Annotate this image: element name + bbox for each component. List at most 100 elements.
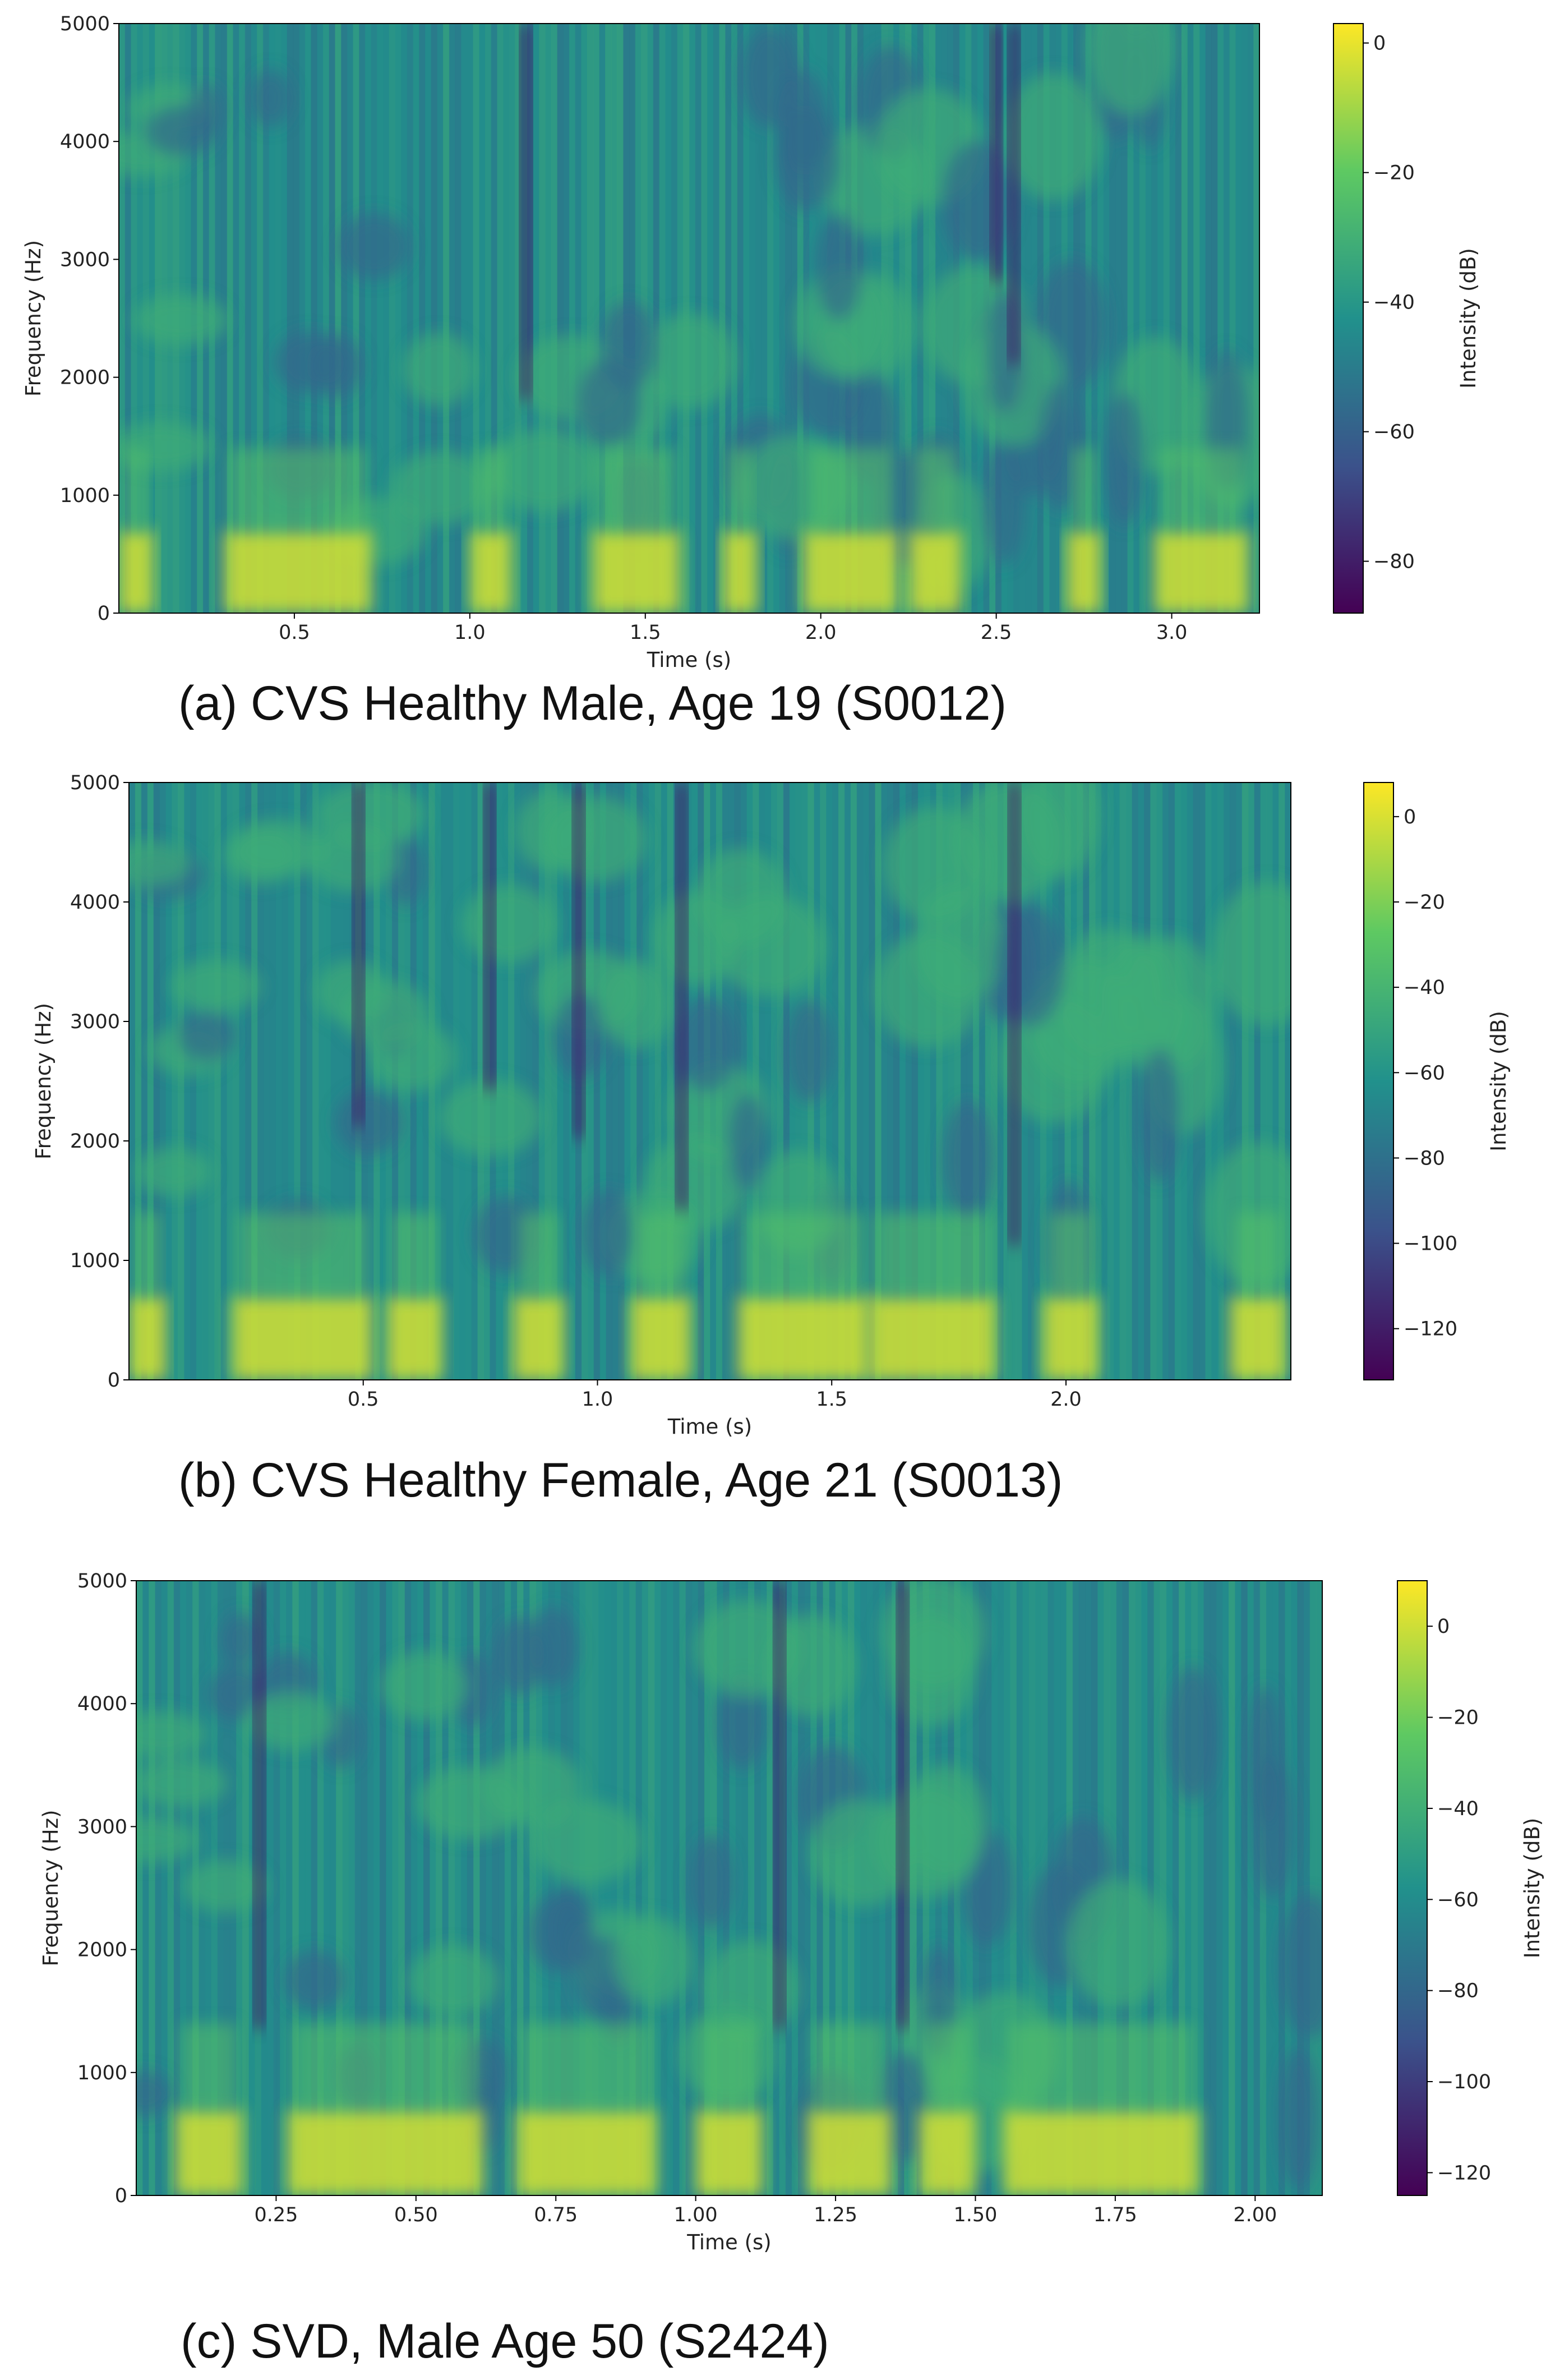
spectrogram-column: [172, 782, 178, 1380]
formant-region: [1277, 2046, 1319, 2191]
spectrogram-column: [1235, 24, 1242, 613]
spectrogram-column: [773, 24, 780, 613]
voiced-harmonic: [522, 2023, 651, 2110]
spectrogram-column: [1197, 1581, 1205, 2195]
spectrogram-column: [1125, 782, 1133, 1380]
spectrogram-column: [881, 782, 888, 1380]
spectrogram-column: [936, 782, 943, 1380]
formant-region: [1004, 72, 1102, 201]
x-axis: 0.5 1.0 1.5 2.0: [348, 1380, 1082, 1411]
spectrogram-column: [336, 1581, 343, 2195]
formant-region: [246, 1692, 336, 1751]
spectrogram-column: [119, 24, 126, 613]
silence-band: [991, 24, 1002, 282]
spectrogram-column: [233, 24, 239, 613]
spectrogram-column: [504, 1581, 511, 2195]
voiced-harmonic: [392, 1212, 437, 1296]
plot-frame: [118, 23, 1260, 614]
spectrogram-column: [281, 24, 288, 613]
spectrogram-column: [579, 1581, 587, 2195]
spectrogram-column: [741, 1581, 749, 2195]
spectrogram-column: [449, 24, 456, 613]
x-tick-label: 1.5: [816, 1388, 847, 1411]
spectrogram-column: [856, 782, 864, 1380]
spectrogram-column: [312, 782, 319, 1380]
y-tick-label: 0: [98, 602, 110, 625]
plot-frame: [128, 782, 1291, 1380]
formant-region: [1068, 1879, 1169, 2008]
voiced-segment: [908, 530, 962, 613]
y-axis-label: Frequency (Hz): [21, 240, 45, 397]
spectrogram-column: [991, 782, 998, 1380]
spectrogram-chart-b: 0.5 1.0 1.5 2.0 Time (s) 0 1000 2000 3000 4000 500…: [31, 772, 1511, 1439]
x-axis: 0.5 1.0 1.5 2.0 2.5 3.0: [279, 613, 1187, 644]
spectrogram-chart-a: 0.5 1.0 1.5 2.0 2.5 3.0 Time (s) 0 1000 2000 3000 4…: [21, 13, 1480, 672]
formant-region: [207, 1667, 267, 1721]
colorbar: 0 −20 −40 −60 −80 Intensity (dB): [1333, 23, 1480, 614]
voiced-segment: [287, 2109, 483, 2195]
formant-region: [717, 1673, 767, 1770]
y-tick-label: 1000: [77, 2062, 127, 2084]
formant-region: [576, 358, 642, 448]
x-tick-label: 1.25: [814, 2204, 857, 2226]
spectrogram-column: [407, 24, 414, 613]
y-tick-label: 3000: [77, 1816, 127, 1838]
voiced-segment: [592, 530, 681, 613]
x-tick-label: 0.50: [394, 2204, 438, 2226]
spectrogram-column: [598, 1581, 605, 2195]
spectrogram-column: [1028, 1581, 1036, 2195]
voiced-segment: [919, 2109, 976, 2195]
formant-region: [284, 1950, 345, 2011]
spectrogram-column: [1163, 24, 1170, 613]
x-axis-label: Time (s): [686, 2230, 771, 2254]
spectrogram-column: [257, 24, 264, 613]
spectrogram-column: [431, 24, 437, 613]
formant-region: [335, 1089, 402, 1156]
formant-region: [943, 1101, 993, 1219]
spectrogram-column: [1138, 782, 1144, 1380]
colorbar-tick-label: −120: [1404, 1318, 1457, 1341]
formant-region: [133, 294, 229, 345]
colorbar-tick-label: −100: [1437, 2071, 1491, 2093]
spectrogram-column: [214, 782, 221, 1380]
spectrogram-column: [239, 24, 246, 613]
spectrogram-column: [654, 1581, 661, 2195]
spectrogram-column: [377, 24, 384, 613]
silence-band: [1009, 782, 1020, 1246]
spectrogram-heatmap: [119, 24, 1259, 613]
spectrogram-column: [293, 24, 299, 613]
spectrogram-column: [1205, 24, 1212, 613]
y-tick-label: 0: [115, 2185, 127, 2207]
spectrogram-column: [648, 782, 656, 1380]
spectrogram-column: [343, 782, 350, 1380]
voiced-harmonic: [519, 1212, 559, 1296]
spectrogram-column: [155, 1581, 162, 2195]
formant-region: [391, 451, 490, 524]
spectrogram-column: [441, 782, 447, 1380]
voiced-segment: [175, 2109, 243, 2195]
spectrogram-column: [544, 782, 552, 1380]
spectrogram-column: [1241, 24, 1248, 613]
x-tick-label: 2.0: [805, 622, 837, 644]
spectrogram-column: [485, 24, 492, 613]
spectrogram-column: [972, 782, 980, 1380]
spectrogram-column: [1145, 24, 1152, 613]
formant-region: [408, 1945, 499, 2017]
spectrogram-column: [124, 24, 132, 613]
voiced-harmonic: [1072, 448, 1096, 531]
spectrogram-column: [548, 1581, 555, 2195]
spectrogram-column: [869, 782, 876, 1380]
spectrogram-column: [167, 1581, 174, 2195]
spectrogram-column: [1022, 1581, 1030, 2195]
x-tick-label: 1.75: [1093, 2204, 1137, 2226]
formant-region: [224, 827, 299, 884]
spectrogram-column: [679, 1581, 686, 2195]
formant-region: [461, 885, 556, 963]
spectrogram-column: [1132, 782, 1138, 1380]
spectrogram-column: [508, 782, 515, 1380]
caption-c: (c) SVD, Male Age 50 (S2424): [181, 2314, 829, 2368]
voiced-segment: [1066, 530, 1102, 613]
spectrogram-column: [642, 1581, 649, 2195]
spectrogram-column: [286, 1581, 293, 2195]
y-tick-label: 1000: [70, 1250, 120, 1272]
